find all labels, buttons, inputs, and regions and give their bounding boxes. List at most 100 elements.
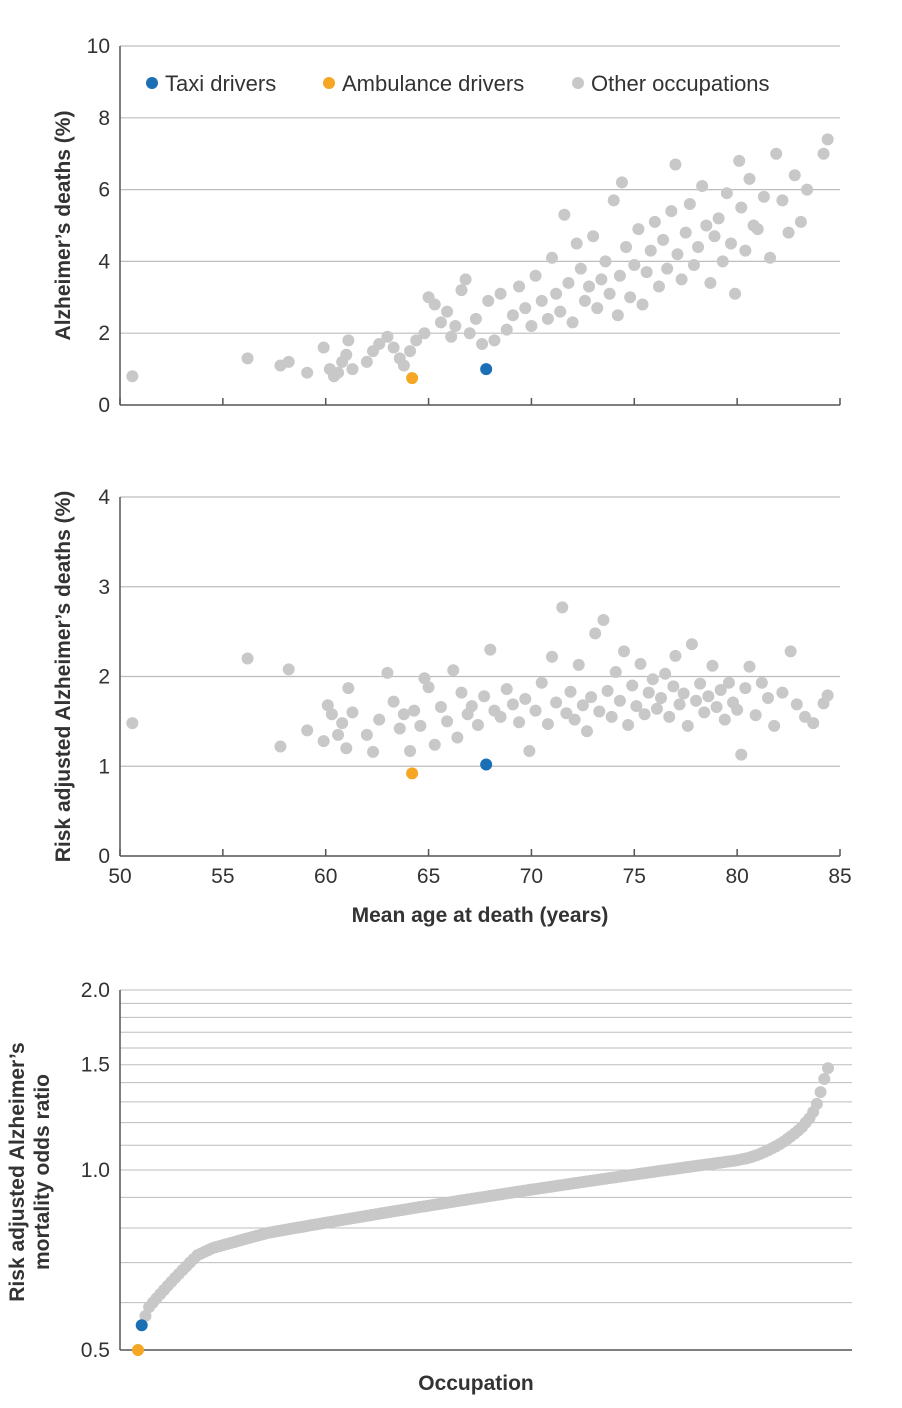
data-point — [332, 728, 345, 741]
data-point — [560, 707, 573, 720]
data-point — [685, 638, 698, 651]
data-point — [406, 372, 419, 385]
data-point — [325, 708, 338, 721]
data-point — [469, 312, 482, 325]
data-point — [476, 337, 489, 350]
data-point — [360, 355, 373, 368]
y-axis-title: Risk adjusted Alzheimer’smortality odds … — [6, 1042, 54, 1301]
data-point — [332, 366, 345, 379]
data-point — [743, 660, 756, 673]
data-point — [500, 683, 513, 696]
data-point — [667, 680, 680, 693]
data-point — [716, 255, 729, 268]
data-point — [801, 183, 814, 196]
y-axis-title: Alzheimer’s deaths (%) — [52, 111, 75, 341]
data-point — [818, 1072, 831, 1085]
legend-marker — [146, 77, 158, 89]
data-point — [714, 683, 727, 696]
data-point — [626, 679, 639, 692]
data-point — [274, 740, 287, 753]
data-point — [661, 262, 674, 275]
data-point — [445, 330, 458, 343]
x-tick-label: 70 — [520, 865, 543, 888]
data-point — [301, 366, 314, 379]
data-point — [708, 230, 721, 243]
data-point — [605, 710, 618, 723]
data-point — [282, 355, 295, 368]
x-tick-label: 75 — [623, 865, 646, 888]
data-point — [418, 672, 431, 685]
y-tick-label: 8 — [98, 107, 110, 130]
data-point — [733, 154, 746, 167]
y-tick-label: 4 — [98, 250, 110, 273]
data-point — [706, 659, 719, 672]
data-point — [132, 1344, 144, 1356]
data-point — [648, 215, 661, 228]
data-point — [702, 690, 715, 703]
x-tick-label: 50 — [108, 865, 131, 888]
data-point — [755, 676, 768, 689]
data-point — [408, 704, 421, 717]
data-point — [373, 337, 386, 350]
data-point — [523, 744, 536, 757]
data-point — [597, 613, 610, 626]
data-point — [568, 713, 581, 726]
data-point — [556, 601, 569, 614]
data-point — [373, 713, 386, 726]
data-point — [500, 323, 513, 336]
data-point — [822, 1062, 834, 1075]
data-point — [669, 158, 682, 171]
data-point — [317, 341, 330, 354]
legend-label: Ambulance drivers — [342, 71, 524, 96]
data-point — [692, 241, 705, 254]
data-point — [589, 627, 602, 640]
y-tick-label: 0.5 — [81, 1339, 110, 1362]
y-tick-label: 10 — [87, 35, 110, 58]
x-tick-label: 65 — [417, 865, 440, 888]
data-point — [463, 327, 476, 340]
data-point — [480, 363, 493, 376]
data-point — [570, 237, 583, 250]
data-point — [675, 273, 688, 286]
data-point — [694, 677, 707, 690]
data-point — [525, 320, 538, 333]
data-point — [683, 197, 696, 210]
data-point — [696, 180, 709, 193]
data-point — [807, 717, 820, 730]
data-point — [603, 287, 616, 300]
data-point — [346, 363, 359, 376]
y-tick-label: 0 — [98, 845, 110, 868]
data-point — [482, 294, 495, 307]
data-point — [301, 724, 314, 737]
data-point — [241, 652, 254, 665]
data-point — [628, 258, 641, 271]
data-point — [519, 692, 532, 705]
data-point — [821, 133, 834, 146]
data-point — [712, 212, 725, 225]
data-point — [735, 748, 748, 761]
y-axis-title: Risk adjusted Alzheimer’s deaths (%) — [52, 491, 75, 863]
data-point — [580, 725, 593, 738]
data-point — [381, 666, 394, 679]
legend-label: Taxi drivers — [165, 71, 276, 96]
data-point — [480, 758, 493, 771]
data-point — [418, 327, 431, 340]
data-point — [578, 294, 591, 307]
data-point — [644, 244, 657, 257]
data-point — [587, 230, 600, 243]
data-point — [762, 692, 774, 705]
data-point — [494, 287, 507, 300]
x-tick-label: 80 — [725, 865, 748, 888]
data-point — [646, 673, 659, 686]
data-point — [321, 699, 334, 712]
data-point — [519, 302, 532, 315]
y-tick-label: 2 — [98, 322, 110, 345]
data-point — [336, 717, 349, 730]
data-point — [434, 701, 447, 714]
data-point — [799, 710, 812, 723]
y-tick-label: 3 — [98, 576, 110, 599]
data-point — [506, 309, 519, 322]
x-axis-title: Mean age at death (years) — [352, 904, 609, 927]
data-point — [434, 316, 447, 329]
data-point — [724, 237, 737, 250]
